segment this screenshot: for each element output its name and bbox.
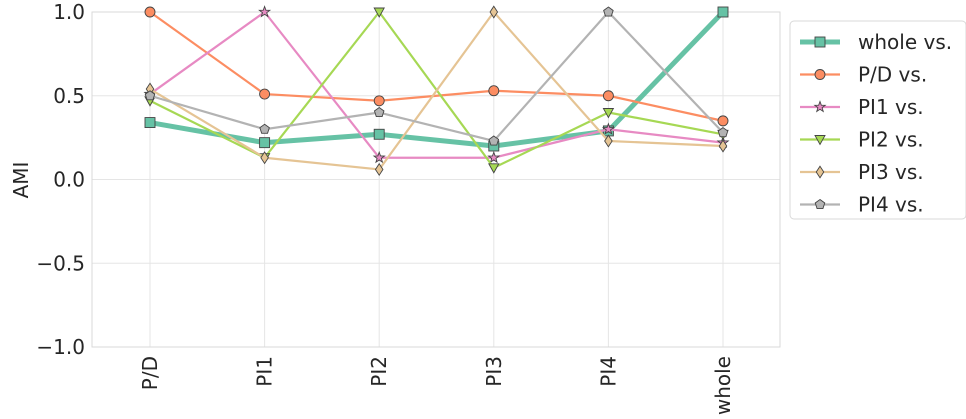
legend-label: PI3 vs.	[858, 160, 924, 184]
plot-frame	[91, 11, 781, 348]
data-point	[717, 6, 729, 18]
data-point	[373, 7, 385, 18]
series-line	[149, 10, 724, 171]
data-point	[258, 5, 272, 18]
legend-marker	[813, 100, 827, 113]
series-line	[149, 10, 724, 159]
x-tick-label: PI4	[596, 356, 620, 387]
x-tick-label: whole	[711, 356, 735, 415]
x-axis-ticks: P/D PI1 PI2 PI3 PI4 whole	[138, 356, 735, 415]
legend-marker	[814, 198, 826, 210]
y-axis-ticks: 1.0 0.5 0.0 −0.5 −1.0	[36, 0, 85, 359]
legend-marker	[815, 165, 825, 179]
y-tick-label: 0.5	[53, 84, 85, 108]
series-line	[149, 11, 724, 122]
legend-item: whole vs.	[800, 30, 952, 54]
data-point	[373, 128, 385, 140]
series-group	[143, 5, 730, 177]
data-point	[259, 123, 270, 134]
data-point	[259, 88, 271, 100]
y-tick-label: 0.0	[53, 168, 85, 192]
legend-box	[789, 20, 966, 220]
series-0	[144, 6, 729, 152]
data-point	[144, 90, 156, 101]
data-point	[488, 135, 500, 146]
x-tick-label: P/D	[138, 356, 162, 390]
legend-label: PI1 vs.	[858, 95, 924, 119]
series-line	[149, 10, 725, 149]
data-point	[602, 108, 615, 119]
legend-marker	[814, 36, 826, 48]
data-point	[144, 6, 156, 18]
legend-label: PI4 vs.	[858, 193, 924, 217]
y-tick-label: 1.0	[53, 0, 85, 24]
data-point	[717, 115, 729, 127]
series-5	[144, 6, 729, 146]
data-point	[718, 139, 728, 153]
x-tick-label: PI3	[482, 356, 506, 387]
legend-label: whole vs.	[858, 30, 952, 54]
x-tick-label: PI1	[253, 356, 277, 387]
data-point	[487, 150, 501, 164]
data-point	[259, 137, 271, 149]
data-point	[489, 5, 499, 19]
data-point	[601, 122, 615, 135]
legend-item: PI1 vs.	[800, 95, 924, 119]
data-point	[260, 151, 269, 165]
legend-item: P/D vs.	[800, 63, 927, 87]
legend-marker	[814, 69, 826, 80]
data-point	[374, 162, 384, 177]
y-axis-label: AMI	[9, 162, 33, 199]
data-point	[717, 127, 729, 138]
data-point	[144, 117, 156, 129]
series-1	[144, 6, 729, 127]
data-point	[604, 134, 613, 148]
legend-item: PI4 vs.	[800, 193, 924, 217]
data-point	[488, 85, 500, 97]
data-point	[372, 150, 386, 164]
legend-label: P/D vs.	[858, 63, 927, 87]
series-4	[145, 5, 728, 177]
legend-marker	[814, 135, 826, 146]
series-line	[149, 10, 724, 143]
legend: whole vs. P/D vs. PI1 vs. PI2 vs. PI3 vs. PI4…	[789, 20, 966, 220]
data-point	[488, 163, 500, 174]
data-point	[603, 6, 614, 17]
x-tick-label: PI2	[367, 356, 391, 387]
legend-item: PI3 vs.	[800, 160, 924, 184]
y-tick-label: −0.5	[36, 251, 85, 275]
data-point	[602, 90, 614, 102]
y-tick-label: −1.0	[36, 335, 85, 359]
data-point	[373, 95, 385, 107]
legend-item: PI2 vs.	[800, 128, 924, 152]
data-point	[373, 106, 385, 118]
legend-label: PI2 vs.	[858, 128, 924, 152]
